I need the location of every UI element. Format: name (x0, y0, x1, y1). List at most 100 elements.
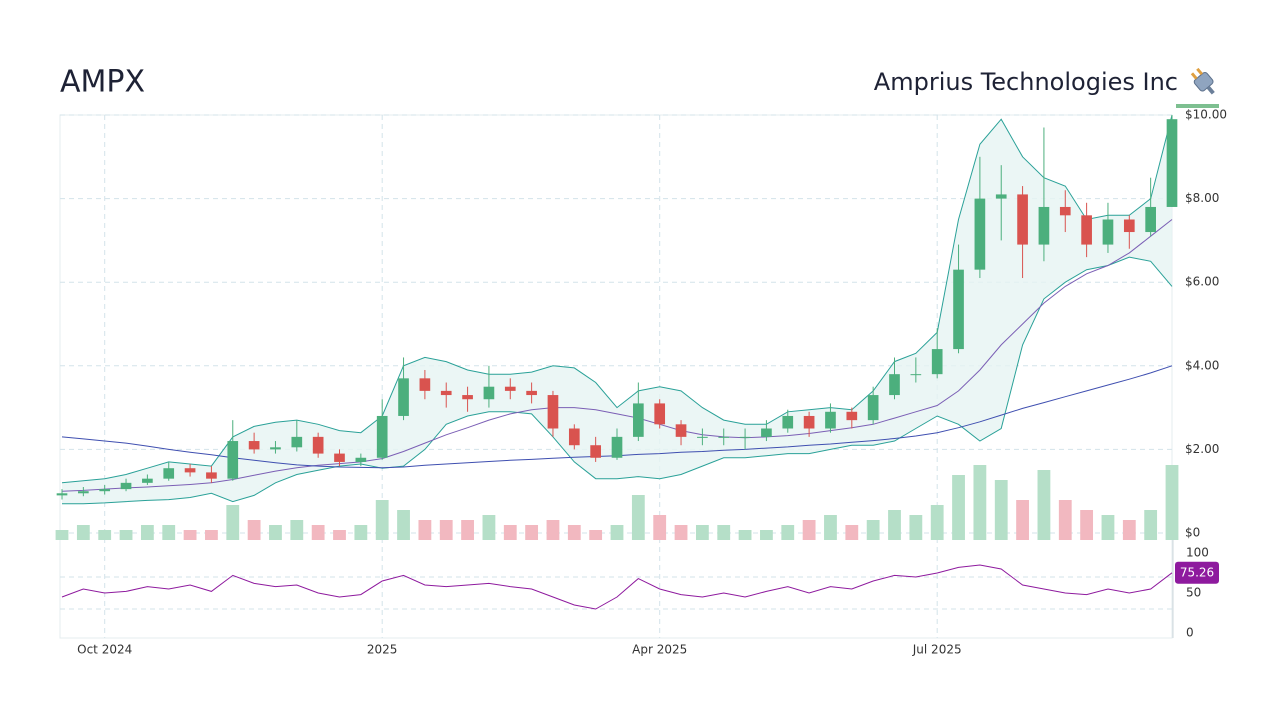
y-tick-label: $0 (1185, 526, 1200, 540)
candle-body (184, 468, 196, 473)
volume-bar (140, 525, 154, 540)
candle-body (334, 453, 345, 462)
candle-body (56, 493, 68, 496)
volume-bar (503, 525, 517, 540)
x-tick-label: 2025 (367, 643, 398, 657)
candle-body (675, 424, 687, 437)
volume-bar (418, 520, 432, 540)
candle-body (99, 489, 111, 492)
volume-bar (674, 525, 688, 540)
x-tick-label: Oct 2024 (77, 643, 132, 657)
volume-bar (909, 515, 923, 540)
volume-bar (695, 525, 709, 540)
volume-bar (717, 525, 731, 540)
candle-body (761, 428, 772, 437)
band-area (62, 115, 1172, 504)
rsi-line (61, 564, 1173, 610)
candle-body (398, 378, 409, 416)
candle-body (291, 436, 303, 448)
volume-bar (567, 525, 581, 540)
volume-bar (311, 525, 325, 540)
volume-bar (482, 515, 496, 540)
moving-average (61, 219, 1173, 492)
x-tick-label: Jul 2025 (912, 643, 962, 657)
candle-body (611, 436, 623, 458)
volume-bar (930, 505, 944, 540)
volume-bar (247, 520, 261, 540)
volume-bar (439, 520, 453, 540)
volume-bar (354, 525, 368, 540)
candle-body (206, 472, 217, 479)
rsi-last-value: 75.26 (1180, 565, 1214, 579)
candle-body (120, 482, 132, 490)
y-tick-label: $6.00 (1185, 275, 1219, 289)
volume-bar (375, 500, 389, 540)
volume-bar (738, 530, 752, 540)
candle-body (163, 468, 175, 479)
volume-bar (55, 530, 69, 540)
candle-body (1123, 219, 1135, 233)
y-tick-label: $4.00 (1185, 358, 1219, 372)
candle-body (1081, 215, 1092, 245)
volume-bar (461, 520, 474, 540)
volume-bar (973, 465, 987, 540)
candle-body (312, 436, 324, 454)
candle-body (462, 395, 473, 400)
volume-bar (546, 520, 560, 540)
volume-bar (1144, 510, 1158, 540)
volume-bar (631, 495, 645, 540)
x-tick-label: Apr 2025 (632, 643, 687, 657)
candle-body (1145, 206, 1156, 233)
candle-body (270, 447, 281, 450)
volume-bar (1165, 465, 1179, 540)
volume-bar (1122, 520, 1136, 540)
candle-body (1017, 194, 1028, 245)
volume-bar (119, 530, 133, 540)
volume-bar (1058, 500, 1072, 540)
volume-bar (1037, 470, 1051, 540)
candle-body (547, 395, 559, 429)
volume-bar (290, 520, 304, 540)
candle-body (931, 349, 943, 375)
band-upper (61, 114, 1173, 484)
candle-body (227, 441, 239, 479)
volume-bar (802, 520, 816, 540)
candle-body (953, 269, 964, 350)
plot-frame (59, 114, 1173, 639)
candle-body (419, 378, 431, 391)
volume-bar (760, 530, 773, 540)
volume-bar (1080, 510, 1094, 540)
volume-bar (888, 510, 901, 540)
candle-body (697, 436, 708, 438)
volume-bar (76, 525, 90, 540)
volume-bar (226, 505, 240, 540)
candle-body (1102, 219, 1114, 245)
volume-bar (333, 530, 346, 540)
y-tick-label: $2.00 (1185, 442, 1219, 456)
volume-bar (397, 510, 410, 540)
volume-bar (610, 525, 624, 540)
volume-bar (845, 525, 859, 540)
company-name: Amprius Technologies Inc (874, 68, 1178, 96)
volume-bar (98, 530, 112, 540)
volume-bar (824, 515, 837, 540)
price-highlight (1176, 104, 1219, 108)
candle-body (355, 457, 367, 462)
candle-body (803, 415, 815, 429)
y-tick-label: $8.00 (1185, 191, 1219, 205)
rsi-tick-label: 0 (1186, 626, 1194, 640)
candle-body (504, 386, 516, 391)
candle-body (142, 478, 153, 483)
candle-body (825, 411, 836, 429)
candle-body (739, 436, 751, 438)
volume-bar (866, 520, 880, 540)
candle-body (846, 411, 858, 421)
rsi-tick-label: 50 (1186, 586, 1201, 600)
candle-body (78, 491, 89, 494)
plug-icon (1190, 67, 1215, 95)
candle-body (1166, 119, 1178, 207)
band-lower (62, 256, 1173, 505)
candle-body (782, 415, 794, 429)
candle-body (440, 390, 452, 396)
